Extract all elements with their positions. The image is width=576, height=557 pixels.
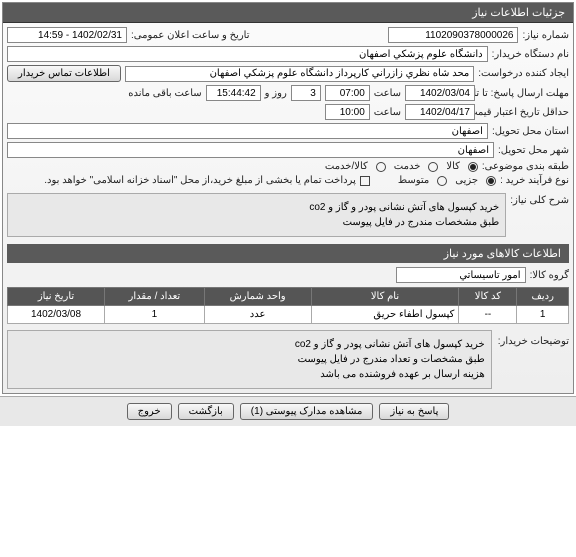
goods-section-header: اطلاعات کالاهای مورد نیاز: [7, 244, 569, 263]
table-row: 1 -- کپسول اطفاء حریق عدد 1 1402/03/08: [8, 306, 569, 324]
buyer-line2: طبق مشخصات و تعداد مندرج در فایل پیوست: [14, 352, 485, 367]
details-panel: جزئیات اطلاعات نیاز شماره نیاز: 11020903…: [2, 2, 574, 394]
org-value: دانشگاه علوم پزشكي اصفهان: [7, 46, 488, 62]
desc-line2: طبق مشخصات مندرج در فایل پیوست: [14, 215, 499, 230]
time-label-1: ساعت: [374, 88, 401, 99]
proc-med-label: متوسط: [398, 175, 429, 186]
announce-label: تاریخ و ساعت اعلان عمومی:: [131, 30, 250, 41]
days-value: 3: [291, 85, 321, 101]
details-body: شماره نیاز: 1102090378000026 تاریخ و ساع…: [3, 23, 573, 393]
city-label: شهر محل تحویل:: [498, 145, 569, 156]
remain-value: 15:44:42: [206, 85, 261, 101]
validity-time-value: 10:00: [325, 104, 370, 120]
cell-qty: 1: [105, 306, 205, 324]
buyer-notes-content: خرید کپسول های آتش نشانی پودر و گاز و co…: [7, 330, 492, 389]
category-label: طبقه بندی موضوعی:: [482, 161, 569, 172]
goods-table: ردیف کد کالا نام کالا واحد شمارش تعداد /…: [7, 287, 569, 324]
back-button[interactable]: بازگشت: [178, 403, 234, 420]
city-value: اصفهان: [7, 142, 494, 158]
creator-value: محد شاه نظري زازراني كارپرداز دانشگاه عل…: [125, 66, 474, 82]
radio-goods[interactable]: [468, 162, 478, 172]
cat-service-label: خدمت: [394, 161, 421, 172]
group-value: امور تاسيساتي: [396, 267, 526, 283]
col-qty: تعداد / مقدار: [105, 288, 205, 306]
radio-both[interactable]: [376, 162, 386, 172]
radio-med[interactable]: [437, 176, 447, 186]
desc-label: شرح کلی نیاز:: [510, 195, 569, 206]
proc-part-label: جزیی: [455, 175, 478, 186]
cell-code: --: [459, 306, 517, 324]
deadline-label: مهلت ارسال پاسخ: تا تاریخ:: [479, 88, 569, 99]
buyer-notes-label: توضیحات خریدار:: [498, 336, 569, 347]
cell-unit: عدد: [204, 306, 311, 324]
radio-part[interactable]: [486, 176, 496, 186]
process-radio-group: جزیی متوسط: [398, 175, 496, 186]
cell-date: 1402/03/08: [8, 306, 105, 324]
creator-label: ایجاد کننده درخواست:: [478, 68, 569, 79]
cell-name: کپسول اطفاء حریق: [311, 306, 459, 324]
pay-note-label: پرداخت تمام یا بخشی از مبلغ خرید،از محل …: [44, 175, 356, 186]
contact-buyer-button[interactable]: اطلاعات تماس خریدار: [7, 65, 121, 82]
cat-goods-label: کالا: [446, 161, 460, 172]
col-row: ردیف: [517, 288, 569, 306]
announce-value: 1402/02/31 - 14:59: [7, 27, 127, 43]
cat-both-label: کالا/خدمت: [325, 161, 368, 172]
buyer-line3: هزینه ارسال بر عهده فروشنده می باشد: [14, 367, 485, 382]
col-name: نام کالا: [311, 288, 459, 306]
buyer-line1: خرید کپسول های آتش نشانی پودر و گاز و co…: [14, 337, 485, 352]
deadline-time-value: 07:00: [325, 85, 370, 101]
respond-button[interactable]: پاسخ به نیاز: [379, 403, 449, 420]
group-label: گروه کالا:: [530, 270, 569, 281]
treasury-checkbox[interactable]: [360, 176, 370, 186]
remain-label: ساعت باقی مانده: [128, 88, 201, 99]
button-row: پاسخ به نیاز مشاهده مدارک پیوستی (1) باز…: [0, 396, 576, 426]
validity-date-value: 1402/04/17: [405, 104, 475, 120]
org-label: نام دستگاه خریدار:: [492, 49, 569, 60]
col-unit: واحد شمارش: [204, 288, 311, 306]
province-value: اصفهان: [7, 123, 488, 139]
desc-line1: خرید کپسول های آتش نشانی پودر و گاز و co…: [14, 200, 499, 215]
radio-service[interactable]: [428, 162, 438, 172]
days-label: روز و: [265, 88, 287, 99]
process-label: نوع فرآیند خرید :: [500, 175, 569, 186]
deadline-date-value: 1402/03/04: [405, 85, 475, 101]
col-code: کد کالا: [459, 288, 517, 306]
exit-button[interactable]: خروج: [127, 403, 172, 420]
details-header: جزئیات اطلاعات نیاز: [3, 3, 573, 23]
col-date: تاریخ نیاز: [8, 288, 105, 306]
desc-box: خرید کپسول های آتش نشانی پودر و گاز و co…: [7, 193, 506, 237]
need-number-label: شماره نیاز:: [522, 30, 569, 41]
province-label: استان محل تحویل:: [492, 126, 569, 137]
cell-row: 1: [517, 306, 569, 324]
category-radio-group: کالا خدمت کالا/خدمت: [325, 161, 478, 172]
attachments-button[interactable]: مشاهده مدارک پیوستی (1): [240, 403, 374, 420]
need-number-value: 1102090378000026: [388, 27, 518, 43]
validity-label: حداقل تاریخ اعتبار قیمت: تا تاریخ:: [479, 107, 569, 118]
time-label-2: ساعت: [374, 107, 401, 118]
